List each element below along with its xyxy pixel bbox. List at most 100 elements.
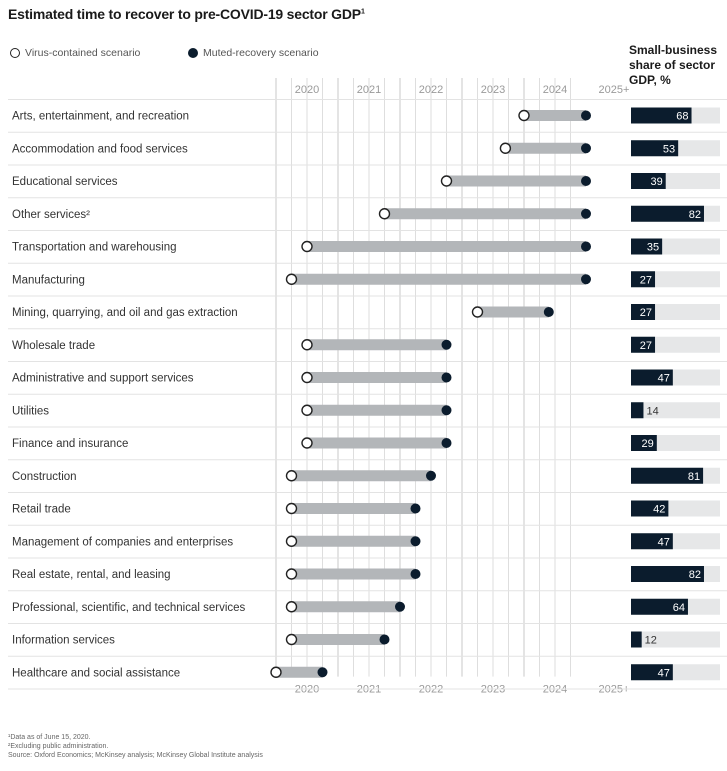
virus-contained-point [378,208,391,220]
share-bar [631,304,656,320]
x-tick-label-top: 2023 [481,84,505,96]
muted-recovery-point [581,176,591,186]
x-tick-label-bottom: 2020 [295,684,319,696]
share-bar [631,238,663,255]
share-bar [631,369,673,386]
virus-contained-point [285,601,298,613]
share-value-label: 82 [689,569,701,581]
muted-recovery-point [426,470,436,481]
share-value-label: 68 [676,111,688,123]
legend-muted-recovery: Muted-recovery scenario [188,47,319,59]
share-value-label: 64 [673,602,685,614]
muted-recovery-point [379,634,390,645]
muted-recovery-point [441,372,452,383]
share-value-label: 53 [663,143,675,155]
virus-contained-point [270,666,282,678]
legend-label: Muted-recovery scenario [203,47,319,59]
share-value-label: 29 [642,438,654,450]
category-label: Wholesale trade [12,340,95,352]
virus-contained-point [301,371,313,384]
share-value-label: 27 [640,340,652,352]
share-bar [631,631,642,648]
share-bar-track [631,402,720,419]
header-line: GDP, % [629,73,671,87]
category-label: Other services² [12,209,90,221]
share-value-label: 27 [640,274,652,286]
share-value-label: 27 [640,307,652,319]
category-label: Management of companies and enterprises [12,536,233,548]
header-line: share of sector [629,58,716,72]
category-label: Accommodation and food services [12,143,188,155]
x-tick-label-top: 2020 [295,84,319,96]
share-value-label: 82 [689,209,701,221]
muted-recovery-point [441,438,452,448]
virus-contained-point [518,109,530,122]
category-label: Utilities [12,405,49,417]
share-value-label: 39 [650,176,662,188]
virus-contained-point [285,633,298,646]
muted-recovery-point [581,241,591,252]
category-label: Educational services [12,176,118,188]
muted-recovery-point [581,274,591,285]
share-bar [631,435,657,451]
share-bar [631,107,692,124]
muted-recovery-point [410,569,421,579]
muted-recovery-point [581,143,591,154]
x-tick-label-top: 2021 [357,84,381,96]
small-business-header: Small-business share of sector GDP, % [629,43,727,88]
virus-contained-point [285,273,298,285]
category-label: Real estate, rental, and leasing [12,569,171,581]
x-tick-label-bottom: 2022 [419,684,443,696]
x-tick-label-bottom: 2021 [357,684,381,696]
filled-circle-icon [188,48,198,58]
category-label: Mining, quarrying, and oil and gas extra… [12,307,238,319]
category-label: Healthcare and social assistance [12,667,180,679]
virus-contained-point [301,339,313,351]
virus-contained-point [285,568,298,580]
x-tick-label-top: 2022 [419,84,443,96]
category-label: Information services [12,635,115,647]
share-bar [631,598,688,615]
category-label: Professional, scientific, and technical … [12,602,246,614]
muted-recovery-point [317,667,328,678]
chart: 2020 2020 2021 2021 2022 2022 2023 2023 2024 2024… [8,78,727,696]
x-tick-label-bottom: 2025+ [599,684,630,696]
footnote: ²Excluding public administration. [8,743,109,750]
category-label: Retail trade [12,504,71,516]
x-tick-label-bottom: 2023 [481,684,505,696]
share-bar [631,336,656,353]
share-bar [631,205,704,222]
share-bar [631,566,704,582]
share-bar [631,664,673,681]
category-label: Construction [12,471,77,483]
share-value-label: 47 [658,373,670,385]
share-value-label: 35 [647,242,659,254]
share-bar [631,140,679,157]
legend-label: Virus-contained scenario [25,47,141,59]
x-tick-label-bottom: 2024 [543,684,567,696]
x-tick-label-top: 2024 [543,84,567,96]
virus-contained-point [499,142,512,154]
share-bar [631,402,644,419]
share-bar [631,533,673,550]
muted-recovery-point [543,307,554,317]
share-value-label: 47 [658,536,670,548]
category-label: Manufacturing [12,274,85,286]
muted-recovery-point [581,110,591,121]
share-value-label: 42 [653,504,665,516]
chart-title: Estimated time to recover to pre-COVID-1… [8,6,365,22]
muted-recovery-point [581,208,591,219]
virus-contained-point [285,535,298,547]
share-bar [631,271,656,288]
source-note: Source: Oxford Economics; McKinsey analy… [8,752,263,759]
footnote: ¹Data as of June 15, 2020. [8,734,91,741]
open-circle-icon [10,48,20,58]
muted-recovery-point [410,503,421,514]
share-bar [631,467,704,484]
share-bar [631,500,669,517]
share-bar [631,173,666,189]
category-label: Administrative and support services [12,373,194,385]
share-bar-track [631,631,720,648]
muted-recovery-point [410,536,421,547]
muted-recovery-point [395,601,405,612]
